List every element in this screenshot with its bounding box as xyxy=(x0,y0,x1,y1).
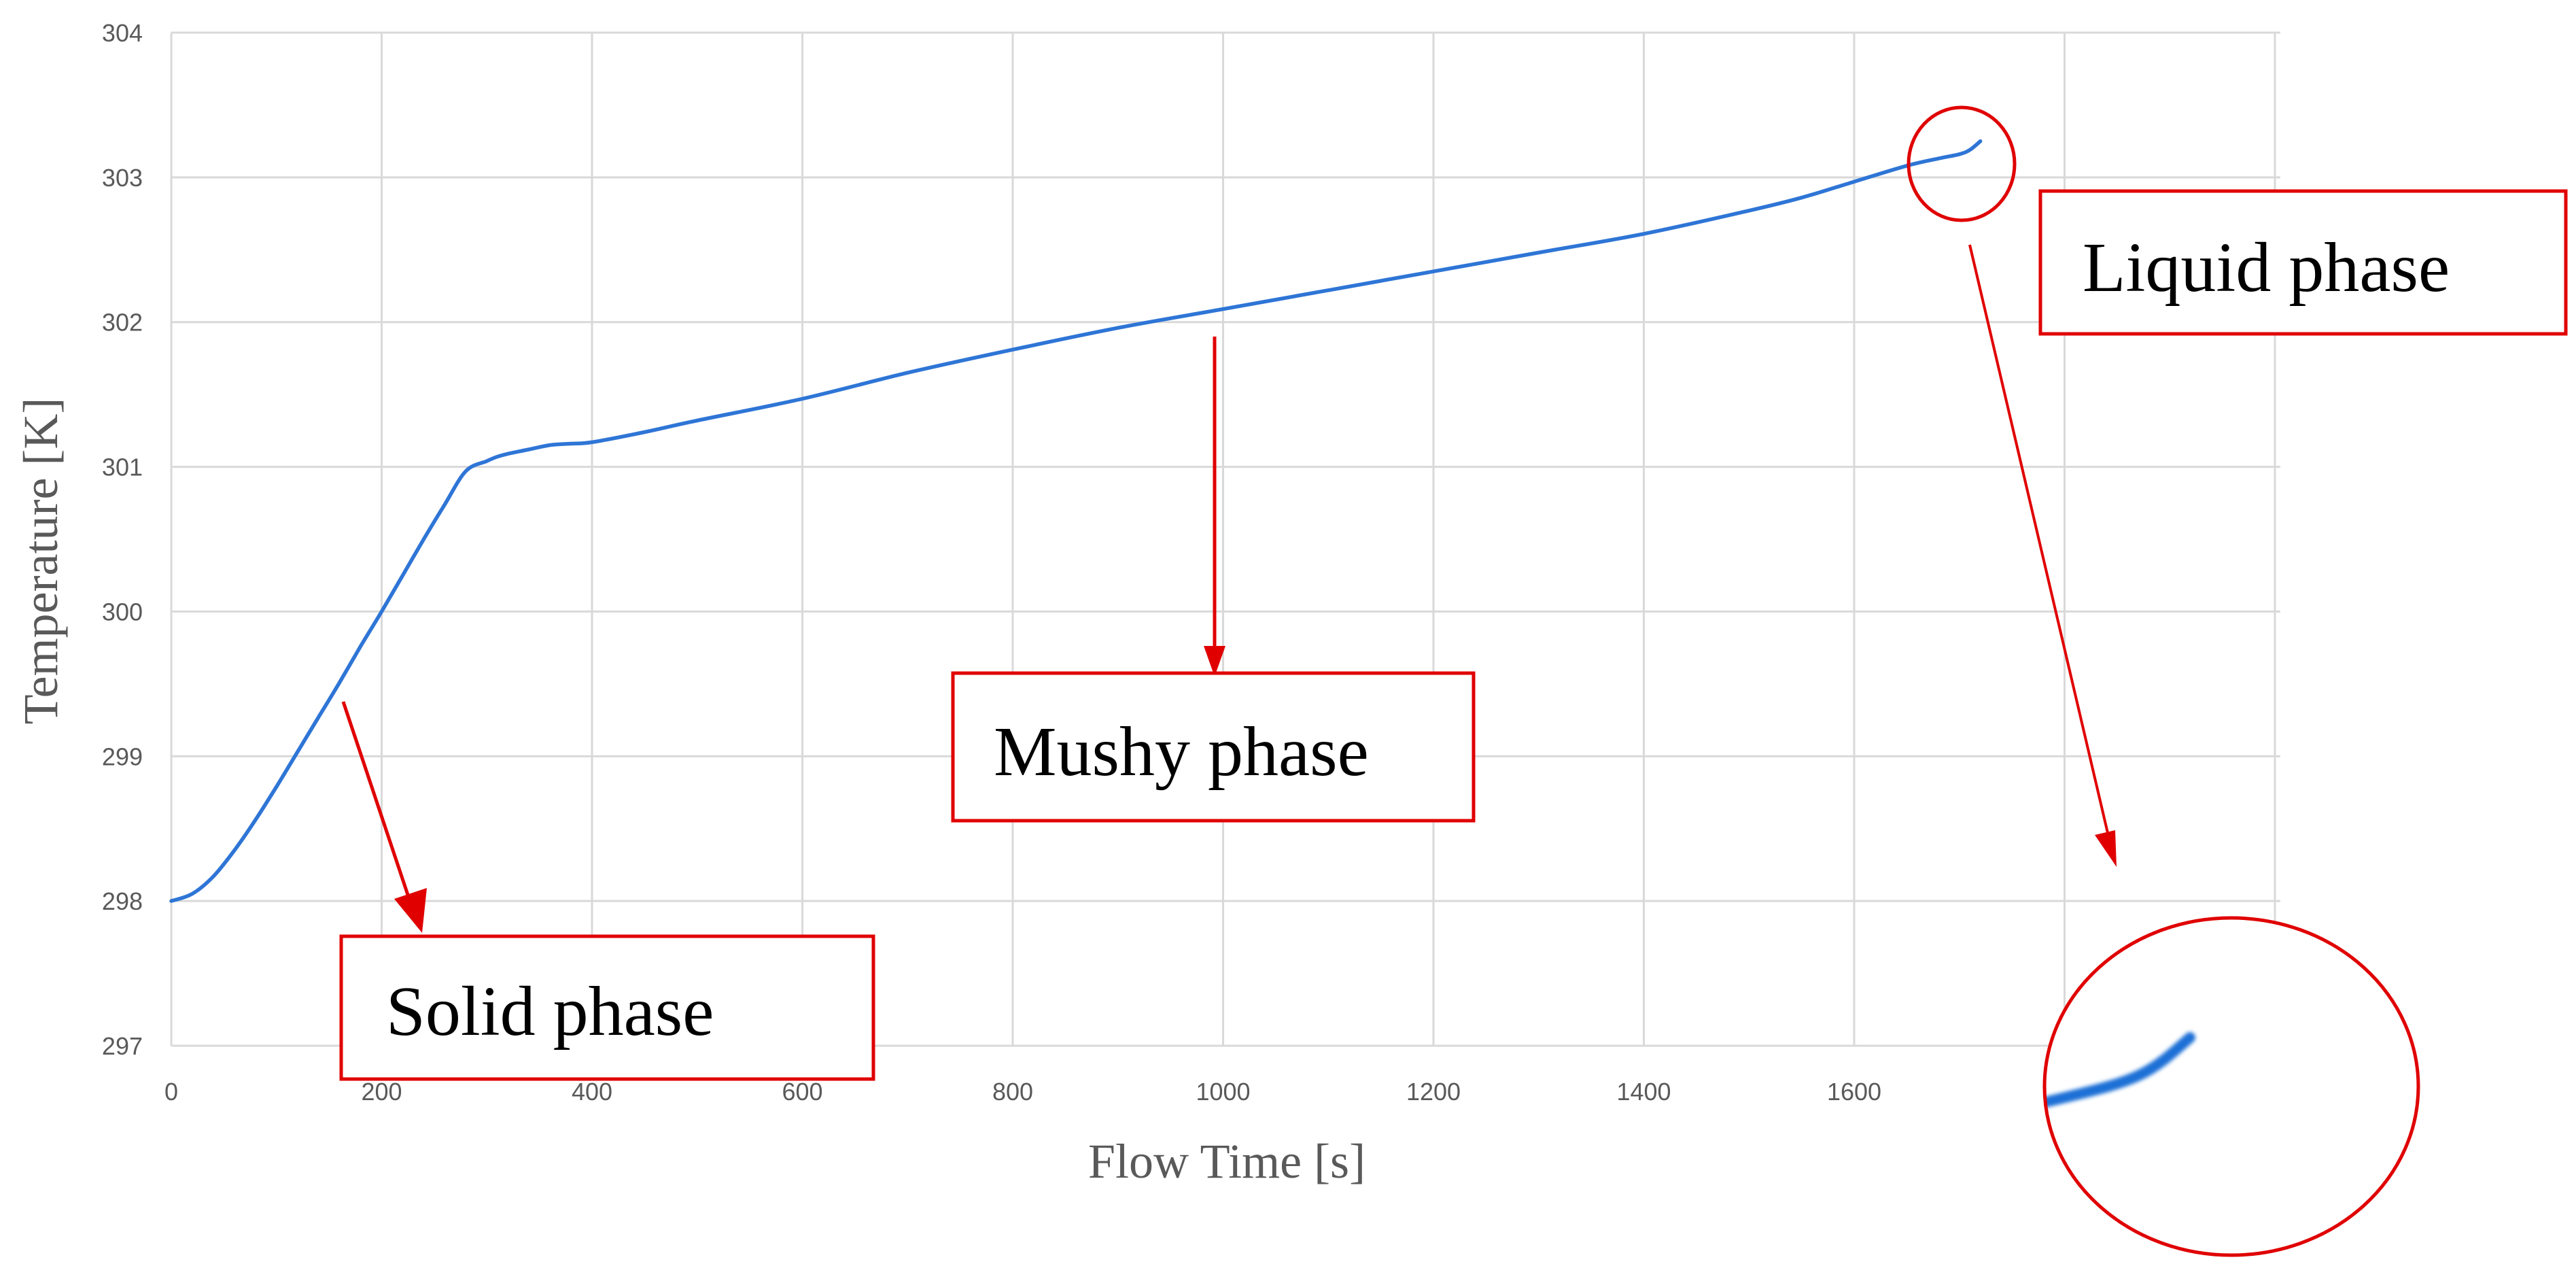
liquid-phase-arrow-line xyxy=(1968,244,2109,834)
x-axis-title: Flow Time [s] xyxy=(1088,1134,1365,1189)
liquid-phase-box xyxy=(2038,189,2568,336)
liquid-phase-circle xyxy=(1907,105,2017,222)
zoom-inset xyxy=(2042,916,2420,1257)
x-axis-ticks: 0 200 400 600 800 1000 1200 1400 1600 xyxy=(164,1078,1881,1106)
y-tick-label: 297 xyxy=(102,1032,143,1060)
solid-phase-arrow-line xyxy=(341,701,413,904)
y-tick-label: 304 xyxy=(102,19,143,47)
annotation-liquid-phase: Liquid phase xyxy=(1907,105,2568,867)
x-tick-label: 1600 xyxy=(1827,1078,1881,1106)
x-tick-label: 0 xyxy=(164,1078,178,1106)
liquid-phase-label: Liquid phase xyxy=(2083,228,2450,307)
solid-phase-label: Solid phase xyxy=(386,972,714,1051)
x-tick-label: 800 xyxy=(992,1078,1033,1106)
y-axis-ticks: 297 298 299 300 301 302 303 304 xyxy=(102,19,143,1060)
annotation-solid-phase: Solid phase xyxy=(339,701,875,1081)
annotation-mushy-phase: Mushy phase xyxy=(951,337,1476,823)
zoom-inset-border xyxy=(2042,916,2420,1257)
grid-lines xyxy=(170,31,2280,1047)
x-tick-label: 1000 xyxy=(1196,1078,1250,1106)
x-tick-label: 200 xyxy=(361,1078,402,1106)
solid-phase-arrowhead xyxy=(394,888,427,933)
x-tick-label: 600 xyxy=(782,1078,822,1106)
y-tick-label: 299 xyxy=(102,742,143,770)
mushy-phase-box xyxy=(951,671,1476,823)
y-tick-label: 301 xyxy=(102,454,143,481)
solid-phase-box xyxy=(339,934,875,1081)
y-tick-label: 298 xyxy=(102,887,143,915)
x-tick-label: 400 xyxy=(572,1078,612,1106)
y-axis-title: Temperature [K] xyxy=(14,398,68,725)
x-tick-label: 1400 xyxy=(1616,1078,1671,1106)
mushy-phase-label: Mushy phase xyxy=(994,713,1369,791)
y-tick-label: 303 xyxy=(102,164,143,192)
zoom-inset-data-line xyxy=(2044,1032,2195,1140)
data-line-temperature xyxy=(169,139,1983,903)
y-tick-label: 302 xyxy=(102,309,143,337)
liquid-phase-arrowhead xyxy=(2095,830,2117,867)
zoom-inset-background xyxy=(2044,918,2418,1255)
y-tick-label: 300 xyxy=(102,598,143,626)
mushy-phase-arrowhead xyxy=(1204,646,1225,677)
x-tick-label: 1200 xyxy=(1406,1078,1461,1106)
